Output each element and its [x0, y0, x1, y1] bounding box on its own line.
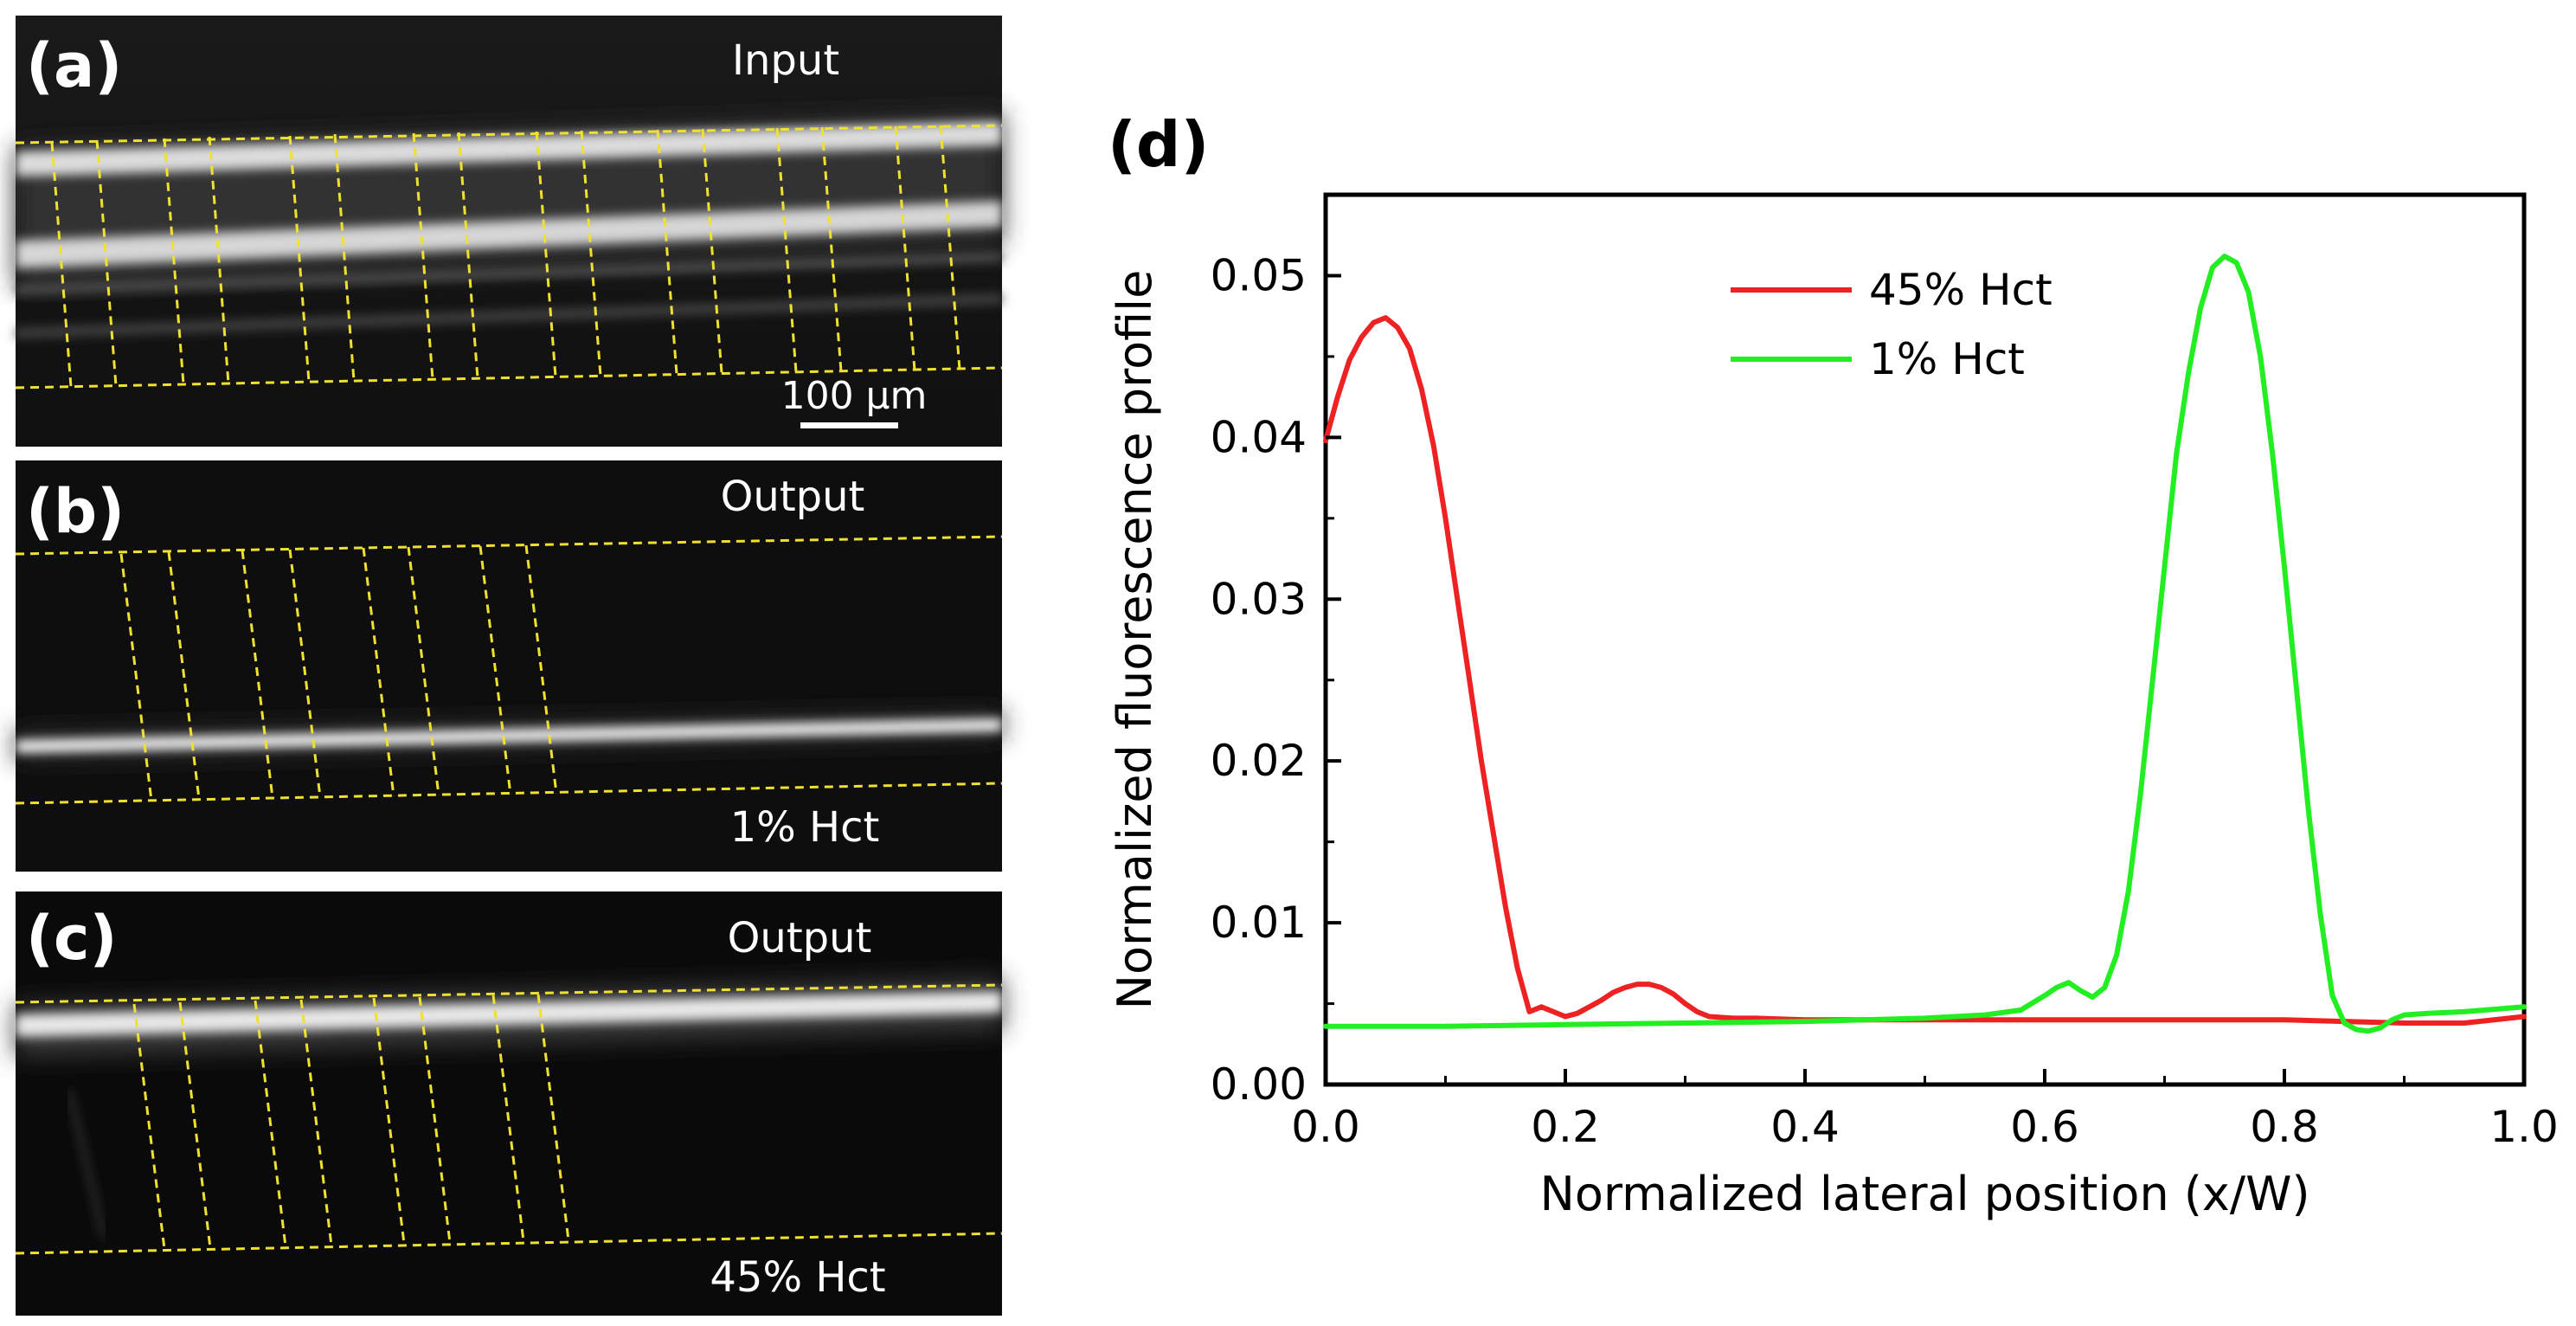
- x-tick-label: 0.4: [1770, 1102, 1840, 1152]
- panel-a-label: Input: [732, 36, 839, 85]
- x-tick-label: 0.8: [2250, 1102, 2319, 1152]
- panel-c-guide-lines: [15, 983, 1003, 1255]
- panel-c-letter: (c): [26, 903, 117, 974]
- panel-c: (c) Output 45% Hct: [15, 892, 1003, 1316]
- x-tick-label: 0.2: [1531, 1102, 1600, 1152]
- scale-bar: [800, 422, 898, 428]
- panel-a-channel-streaks: [16, 113, 1002, 338]
- legend-label: 45% Hct: [1869, 265, 2052, 315]
- plot-area: [1323, 192, 2527, 1087]
- y-axis-label: Normalized fluorescence profile: [1108, 270, 1162, 1010]
- y-tick-label: 0.05: [1211, 250, 1307, 300]
- panel-d-letter: (d): [1108, 108, 1209, 181]
- y-tick-label: 0.03: [1211, 574, 1307, 624]
- x-tick-label: 0.0: [1291, 1102, 1360, 1152]
- panel-c-sublabel: 45% Hct: [710, 1253, 885, 1302]
- plot-frame: [1323, 192, 2527, 1087]
- panel-b-label: Output: [721, 473, 865, 521]
- panel-b-channel-streaks: [16, 710, 1002, 831]
- panel-b-sublabel: 1% Hct: [730, 803, 880, 852]
- panel-c-channel-streaks: [16, 978, 1002, 1239]
- panel-a-letter: (a): [26, 30, 122, 101]
- panel-b: (b) Output 1% Hct: [15, 460, 1003, 872]
- scale-bar-label: 100 µm: [781, 374, 928, 418]
- panel-a: (a) Input 100 µm: [15, 16, 1003, 447]
- panel-c-image: [16, 892, 1002, 1316]
- panel-d: (d) 0.0 0.2 0.4 0.6 0.8 1.00.000.010.020.030.…: [1108, 108, 2559, 1221]
- legend-label: 1% Hct: [1869, 334, 2025, 384]
- axes: 0.0 0.2 0.4 0.6 0.8 1.0 0.00 0.01 0.02 0.03 0.04 0.…: [1211, 250, 2559, 1152]
- panel-b-letter: (b): [26, 476, 125, 547]
- series-layer: [1323, 254, 2527, 1034]
- x-axis-label: Normalized lateral position (x/W): [1539, 1167, 2309, 1221]
- panel-b-image: [16, 460, 1002, 872]
- fluorescence-chart: 0.0 0.2 0.4 0.6 0.8 1.0 0.00 0.01 0.02 0.03 0.04 0.…: [1108, 192, 2559, 1221]
- x-tick-label: 1.0: [2489, 1102, 2559, 1152]
- series-line-1-hct: [1323, 254, 2527, 1034]
- y-tick-label: 0.01: [1211, 898, 1307, 948]
- panel-c-label: Output: [728, 914, 872, 962]
- panel-a-guide-lines: [15, 124, 1003, 389]
- legend: 45% Hct 1% Hct: [1731, 265, 2052, 384]
- y-tick-label: 0.02: [1211, 736, 1307, 786]
- y-tick-label: 0.00: [1211, 1059, 1307, 1110]
- x-tick-label: 0.6: [2010, 1102, 2079, 1152]
- panel-b-guide-lines: [15, 535, 1003, 805]
- y-tick-label: 0.04: [1211, 412, 1307, 462]
